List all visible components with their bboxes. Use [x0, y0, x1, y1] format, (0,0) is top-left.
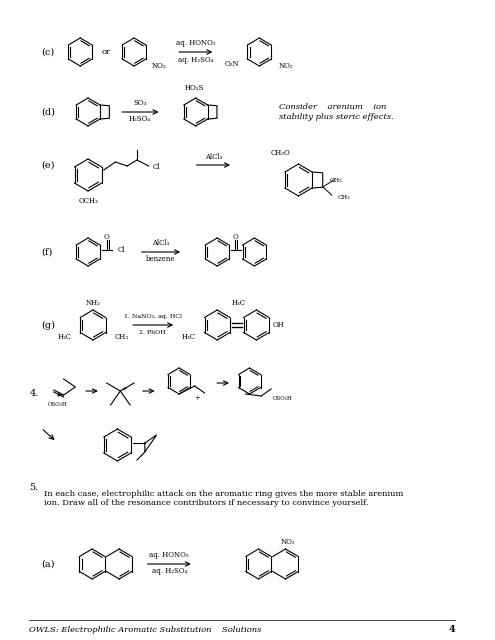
Text: H₃C: H₃C — [182, 333, 196, 341]
Text: (f): (f) — [41, 248, 52, 257]
Text: O: O — [104, 233, 109, 241]
Text: 5.: 5. — [29, 483, 39, 493]
Text: HO₃S: HO₃S — [185, 84, 204, 92]
Text: (c): (c) — [41, 47, 54, 56]
Text: aq. H₂SO₄: aq. H₂SO₄ — [151, 567, 187, 575]
Text: H₃C: H₃C — [232, 299, 246, 307]
Text: OWLS: Electrophilic Aromatic Substitution    Solutions: OWLS: Electrophilic Aromatic Substitutio… — [29, 626, 262, 634]
Text: 2. PhOH: 2. PhOH — [139, 330, 166, 335]
Text: Cl: Cl — [117, 246, 125, 254]
Text: AlCl₃: AlCl₃ — [205, 153, 222, 161]
Text: NO₂: NO₂ — [279, 62, 294, 70]
Text: H₃C: H₃C — [57, 333, 71, 341]
Text: O: O — [233, 233, 239, 241]
Text: SO₃: SO₃ — [133, 99, 147, 107]
Text: NH₂: NH₂ — [86, 299, 100, 307]
Text: NO₂: NO₂ — [151, 62, 166, 70]
Text: +: + — [194, 394, 199, 402]
Text: CH₃O: CH₃O — [271, 149, 291, 157]
Text: or: or — [101, 48, 110, 56]
Text: In each case, electrophilic attack on the aromatic ring gives the more stable ar: In each case, electrophilic attack on th… — [44, 490, 403, 507]
Text: (d): (d) — [41, 108, 55, 116]
Text: +: + — [121, 385, 127, 393]
Text: aq. H₂SO₄: aq. H₂SO₄ — [178, 56, 213, 64]
Text: 4.: 4. — [29, 388, 39, 397]
Text: (e): (e) — [41, 161, 54, 170]
Text: OH: OH — [273, 321, 285, 329]
Text: Cl: Cl — [152, 163, 160, 171]
Text: H₂SO₄: H₂SO₄ — [129, 115, 151, 123]
Text: CH₃: CH₃ — [114, 333, 129, 341]
Text: OSO₃H: OSO₃H — [273, 397, 293, 401]
Text: AlCl₃: AlCl₃ — [152, 239, 169, 247]
Text: (g): (g) — [41, 321, 55, 330]
Text: NO₂: NO₂ — [280, 538, 295, 546]
Text: aq. HONO₂: aq. HONO₂ — [176, 39, 215, 47]
Text: (a): (a) — [41, 559, 54, 568]
Text: CH₃: CH₃ — [338, 195, 350, 200]
Text: Consider    arenium    ion
stability plus steric effects.: Consider arenium ion stability plus ster… — [279, 104, 394, 120]
Text: aq. HONO₂: aq. HONO₂ — [149, 551, 189, 559]
Text: CH₃: CH₃ — [330, 177, 343, 182]
Text: O₂N: O₂N — [225, 60, 240, 68]
Text: 1. NaNO₂, aq. HCl: 1. NaNO₂, aq. HCl — [124, 314, 182, 319]
Text: 4: 4 — [448, 625, 455, 634]
Text: benzene: benzene — [146, 255, 175, 263]
Text: OSO₃H: OSO₃H — [48, 403, 68, 408]
Text: OCH₃: OCH₃ — [78, 197, 98, 205]
